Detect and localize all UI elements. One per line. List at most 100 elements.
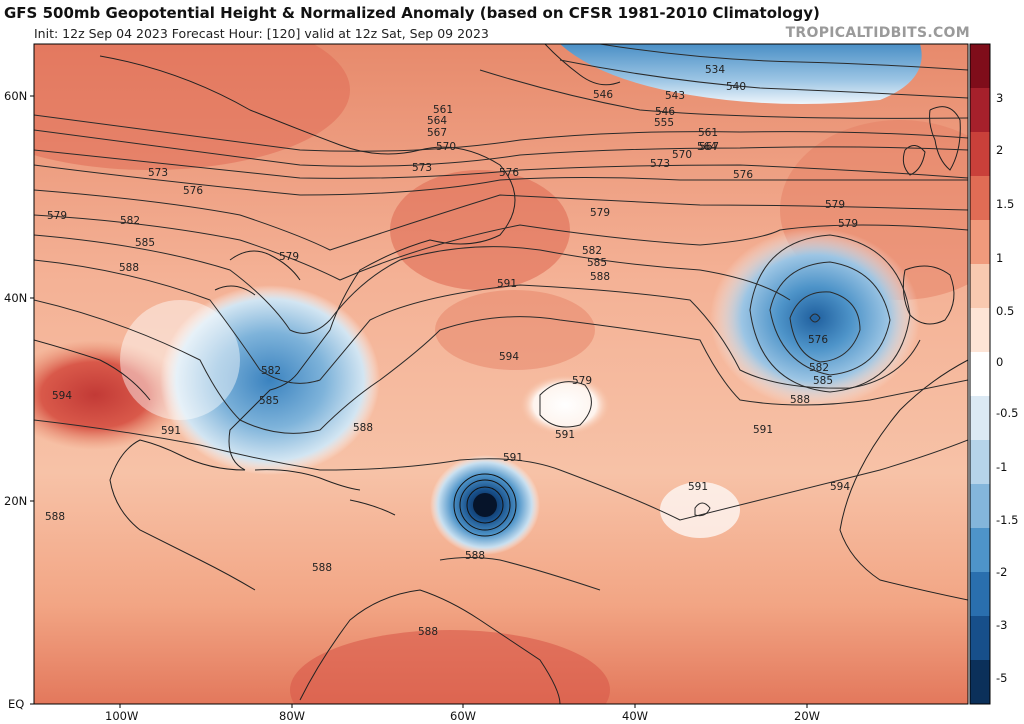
contour-label: 594 xyxy=(499,351,519,363)
contour-label: 591 xyxy=(688,481,708,493)
colorbar-label: 2 xyxy=(996,143,1003,157)
colorbar: 3 2 1.5 1 0.5 0 -0.5 -1 -1.5 -2 -3 -5 xyxy=(969,43,1018,705)
contour-label: 564 xyxy=(697,141,717,153)
contour-label: 579 xyxy=(825,199,845,211)
colorbar-label: 1 xyxy=(996,251,1003,265)
lat-label: 60N xyxy=(4,89,27,103)
page-title: GFS 500mb Geopotential Height & Normaliz… xyxy=(4,4,820,22)
colorbar-label: 0.5 xyxy=(996,304,1014,318)
contour-label: 582 xyxy=(261,365,281,377)
contour-label: 591 xyxy=(753,424,773,436)
contour-label: 588 xyxy=(119,262,139,274)
contour-label: 579 xyxy=(838,218,858,230)
colorbar-label: -2 xyxy=(996,565,1007,579)
lat-label: 20N xyxy=(4,494,27,508)
contour-label: 573 xyxy=(412,162,432,174)
colorbar-label: 1.5 xyxy=(996,197,1014,211)
colorbar-swatch xyxy=(970,572,990,617)
contour-label: 570 xyxy=(436,141,456,153)
colorbar-frame xyxy=(969,43,991,705)
lat-label: 40N xyxy=(4,291,27,305)
contour-label: 582 xyxy=(809,362,829,374)
colorbar-swatch xyxy=(970,616,990,661)
latitude-axis: 60N 40N 20N EQ xyxy=(4,89,34,711)
contour-label: 594 xyxy=(52,390,72,402)
colorbar-swatch xyxy=(970,132,990,177)
contour-label: 576 xyxy=(808,334,828,346)
colorbar-label: -1 xyxy=(996,460,1007,474)
contour-label: 561 xyxy=(698,127,718,139)
contour-label: 585 xyxy=(135,237,155,249)
contour-label: 576 xyxy=(499,167,519,179)
contour-label: 567 xyxy=(427,127,447,139)
colorbar-label: -5 xyxy=(996,671,1007,685)
contour-label: 594 xyxy=(830,481,850,493)
colorbar-label: 3 xyxy=(996,91,1003,105)
contour-label: 579 xyxy=(590,207,610,219)
contour-label: 585 xyxy=(587,257,607,269)
coastlines xyxy=(34,44,968,704)
colorbar-swatch xyxy=(970,176,990,221)
contour-label: 576 xyxy=(183,185,203,197)
contour-label: 579 xyxy=(47,210,67,222)
contour-label: 546 xyxy=(655,106,675,118)
colorbar-label: -1.5 xyxy=(996,513,1018,527)
contour-label: 579 xyxy=(572,375,592,387)
contour-label: 576 xyxy=(733,169,753,181)
brand-watermark: TROPICALTIDBITS.COM xyxy=(785,25,970,41)
colorbar-swatch xyxy=(970,440,990,485)
contour-label: 582 xyxy=(120,215,140,227)
colorbar-swatch xyxy=(970,88,990,133)
contour-label: 591 xyxy=(503,452,523,464)
height-contours xyxy=(34,44,968,591)
lat-label: EQ xyxy=(8,697,24,711)
plot-frame xyxy=(33,43,969,705)
longitude-axis: 100W 80W 60W 40W 20W xyxy=(105,704,820,723)
contour-label: 555 xyxy=(654,117,674,129)
contour-label: 588 xyxy=(418,626,438,638)
contour-label: 591 xyxy=(161,425,181,437)
colorbar-swatch xyxy=(970,484,990,529)
colorbar-swatch xyxy=(970,660,990,705)
contour-label: 588 xyxy=(465,550,485,562)
colorbar-swatch xyxy=(970,264,990,309)
contour-label: 585 xyxy=(813,375,833,387)
contour-label: 534 xyxy=(705,64,725,76)
colorbar-swatch xyxy=(970,352,990,397)
colorbar-swatch xyxy=(970,308,990,353)
contour-label: 588 xyxy=(45,511,65,523)
contour-label: 588 xyxy=(353,422,373,434)
contour-label: 591 xyxy=(497,278,517,290)
colorbar-label: 0 xyxy=(996,355,1003,369)
contour-label: 573 xyxy=(650,158,670,170)
lon-label: 100W xyxy=(105,709,138,723)
contour-label: 570 xyxy=(672,149,692,161)
lon-label: 20W xyxy=(794,709,820,723)
contour-label: 540 xyxy=(726,81,746,93)
lon-label: 60W xyxy=(450,709,476,723)
contour-label: 582 xyxy=(582,245,602,257)
contour-label: 564 xyxy=(427,115,447,127)
colorbar-swatch xyxy=(970,220,990,265)
contour-label: 546 xyxy=(593,89,613,101)
contour-label: 588 xyxy=(790,394,810,406)
contour-label: 588 xyxy=(590,271,610,283)
contour-label: 573 xyxy=(148,167,168,179)
contour-label: 543 xyxy=(665,90,685,102)
contour-label: 588 xyxy=(312,562,332,574)
contour-label: 579 xyxy=(279,251,299,263)
lon-label: 80W xyxy=(279,709,305,723)
contour-label: 585 xyxy=(259,395,279,407)
colorbar-swatch xyxy=(970,528,990,573)
colorbar-swatch xyxy=(970,396,990,441)
contour-label: 591 xyxy=(555,429,575,441)
colorbar-label: -3 xyxy=(996,618,1007,632)
anomaly-field xyxy=(34,44,968,704)
contour-labels: 5345405435465465555615615645645675675705… xyxy=(45,64,858,638)
init-info: Init: 12z Sep 04 2023 Forecast Hour: [12… xyxy=(34,26,489,41)
contour-label: 567 xyxy=(699,141,719,153)
contour-label: 561 xyxy=(433,104,453,116)
colorbar-label: -0.5 xyxy=(996,406,1018,420)
lon-label: 40W xyxy=(622,709,648,723)
